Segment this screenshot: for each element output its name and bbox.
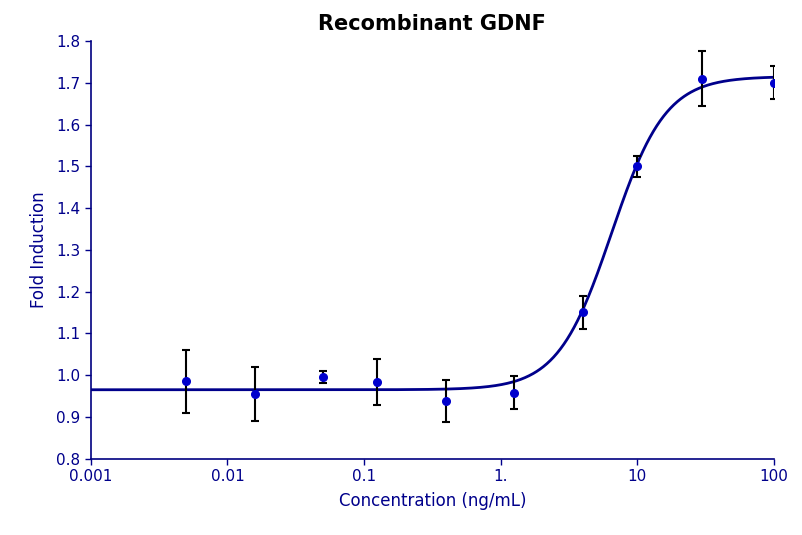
X-axis label: Concentration (ng/mL): Concentration (ng/mL) (338, 492, 526, 510)
Y-axis label: Fold Induction: Fold Induction (30, 192, 48, 308)
Title: Recombinant GDNF: Recombinant GDNF (318, 14, 546, 34)
